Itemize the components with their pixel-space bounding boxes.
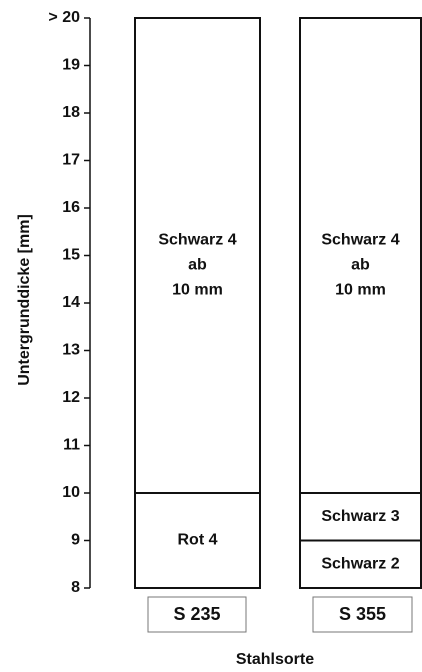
y-tick-label: 12 bbox=[62, 389, 80, 406]
y-tick-label: 8 bbox=[71, 579, 80, 596]
range-segment bbox=[299, 17, 422, 494]
y-axis-label: Untergrunddicke [mm] bbox=[16, 214, 33, 386]
y-tick-label: 10 bbox=[62, 484, 80, 501]
y-tick-label: 14 bbox=[62, 294, 80, 311]
x-axis-label: Stahlsorte bbox=[236, 651, 314, 668]
y-tick-label: 15 bbox=[62, 247, 80, 264]
category-box bbox=[147, 596, 247, 633]
segment-label: ab bbox=[351, 257, 370, 274]
range-segment bbox=[299, 492, 422, 542]
segment-label: Schwarz 3 bbox=[321, 508, 399, 525]
segment-label: 10 mm bbox=[335, 282, 386, 299]
segment-label: ab bbox=[188, 257, 207, 274]
y-tick-label: 17 bbox=[62, 152, 80, 169]
x-tick-label: S 235 bbox=[173, 604, 220, 624]
y-tick-label: 9 bbox=[71, 532, 80, 549]
category-box bbox=[312, 596, 413, 633]
segment-label: 10 mm bbox=[172, 282, 223, 299]
range-segment bbox=[299, 539, 422, 589]
segment-label: Schwarz 4 bbox=[158, 232, 236, 249]
segment-label: Schwarz 4 bbox=[321, 232, 399, 249]
y-tick-label: 13 bbox=[62, 342, 80, 359]
segment-label: Schwarz 2 bbox=[321, 555, 399, 572]
y-tick-label: 18 bbox=[62, 104, 80, 121]
y-tick-label: 19 bbox=[62, 57, 80, 74]
y-tick-label: 11 bbox=[63, 437, 80, 454]
x-tick-label: S 355 bbox=[339, 604, 386, 624]
y-tick-label: 16 bbox=[62, 199, 80, 216]
range-segment bbox=[134, 492, 261, 589]
segment-label: Rot 4 bbox=[178, 532, 218, 549]
y-tick-label: > 20 bbox=[48, 9, 80, 26]
range-segment bbox=[134, 17, 261, 494]
